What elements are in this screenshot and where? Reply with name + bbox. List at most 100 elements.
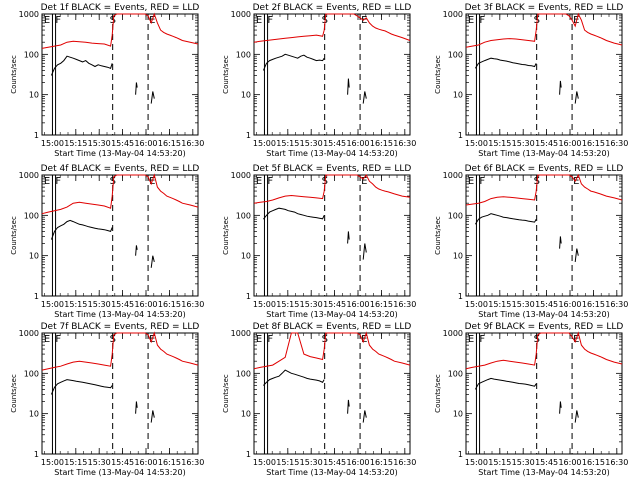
events-gap-segment — [347, 399, 350, 414]
events-gap-segment — [347, 78, 350, 95]
y-axis-label: Counts/sec — [10, 374, 18, 413]
x-tick-label: 15:45 — [323, 300, 346, 309]
events-gap-segment — [559, 401, 562, 414]
marker-label-e: E — [44, 15, 50, 26]
y-axis-label: Counts/sec — [222, 55, 230, 94]
events-gap-segment — [362, 243, 367, 260]
events-gap-segment — [150, 410, 155, 423]
marker-label-e: E — [468, 176, 474, 187]
marker-label-f: F — [55, 334, 61, 345]
x-tick-label: 15:00 — [253, 458, 276, 467]
x-tick-label: 15:00 — [253, 139, 276, 148]
series-events — [263, 369, 325, 386]
x-tick-label: 16:15 — [370, 139, 393, 148]
x-tick-label: 16:15 — [158, 458, 181, 467]
x-tick-label: 15:00 — [465, 300, 488, 309]
y-axis-label: Counts/sec — [434, 55, 442, 94]
x-tick-label: 15:30 — [300, 139, 323, 148]
marker-label-f: F — [55, 15, 61, 26]
y-tick-label: 1 — [34, 292, 39, 301]
x-tick-label: 15:15 — [276, 300, 299, 309]
y-tick-label: 1000 — [443, 171, 463, 180]
plot-frame — [41, 13, 199, 136]
y-tick-label: 1000 — [231, 171, 251, 180]
y-tick-label: 1000 — [443, 10, 463, 19]
x-tick-label: 16:00 — [346, 458, 369, 467]
x-tick-label: 16:15 — [370, 300, 393, 309]
x-axis-label: Start Time (13-May-04 14:53:20) — [478, 468, 609, 477]
x-tick-label: 15:15 — [488, 458, 511, 467]
y-tick-label: 100 — [236, 211, 251, 220]
x-tick-label: 16:15 — [370, 458, 393, 467]
events-gap-segment — [347, 231, 350, 244]
x-tick-label: 16:30 — [393, 458, 416, 467]
series-events — [474, 377, 537, 390]
panel-det-1: Det 1f BLACK = Events, RED = LLD 1 10 100 10… — [10, 3, 204, 158]
x-tick-label: 16:15 — [582, 458, 605, 467]
x-tick-label: 16:00 — [558, 300, 581, 309]
x-tick-label: 16:30 — [393, 139, 416, 148]
y-tick-label: 10 — [453, 252, 463, 261]
x-tick-label: 15:30 — [88, 458, 111, 467]
marker-label-e: E — [256, 15, 262, 26]
x-tick-label: 15:30 — [88, 139, 111, 148]
x-tick-label: 15:15 — [488, 300, 511, 309]
x-tick-label: 16:00 — [134, 458, 157, 467]
x-tick-label: 15:30 — [300, 458, 323, 467]
x-tick-label: 16:00 — [346, 300, 369, 309]
x-tick-label: 15:00 — [41, 458, 64, 467]
x-tick-label: 16:30 — [181, 458, 204, 467]
events-gap-segment — [574, 248, 579, 262]
x-axis-label: Start Time (13-May-04 14:53:20) — [54, 468, 185, 477]
y-tick-label: 10 — [29, 91, 39, 100]
x-tick-label: 15:45 — [535, 300, 558, 309]
panel-title: Det 3f BLACK = Events, RED = LLD — [465, 3, 624, 13]
x-tick-label: 16:00 — [558, 139, 581, 148]
x-tick-label: 15:15 — [488, 139, 511, 148]
x-tick-label: 16:30 — [605, 300, 628, 309]
marker-label-f: F — [55, 176, 61, 187]
series-events — [474, 213, 537, 225]
y-tick-label: 1 — [458, 292, 463, 301]
y-tick-label: 1000 — [231, 10, 251, 19]
y-tick-label: 1000 — [231, 329, 251, 338]
marker-label-s: S — [110, 15, 116, 26]
marker-label-s: S — [110, 334, 116, 345]
x-tick-label: 15:30 — [512, 300, 535, 309]
x-tick-label: 15:45 — [535, 139, 558, 148]
x-tick-label: 16:15 — [582, 139, 605, 148]
events-gap-segment — [574, 91, 579, 104]
y-axis-label: Counts/sec — [222, 216, 230, 255]
y-tick-label: 1 — [246, 131, 251, 140]
x-tick-label: 16:15 — [158, 139, 181, 148]
x-tick-label: 15:00 — [41, 300, 64, 309]
series-lld — [41, 12, 199, 49]
x-tick-label: 16:30 — [605, 458, 628, 467]
panel-det-4: Det 4f BLACK = Events, RED = LLD 1 10 100 10… — [10, 164, 204, 319]
y-tick-label: 1 — [458, 131, 463, 140]
series-lld — [41, 173, 199, 215]
x-tick-label: 15:15 — [276, 139, 299, 148]
x-tick-label: 15:15 — [64, 458, 87, 467]
x-tick-label: 15:00 — [465, 458, 488, 467]
x-tick-label: 15:30 — [300, 300, 323, 309]
x-tick-label: 15:45 — [535, 458, 558, 467]
series-lld — [253, 13, 411, 43]
plot-frame — [41, 174, 199, 297]
x-tick-label: 15:30 — [88, 300, 111, 309]
y-tick-label: 1000 — [443, 329, 463, 338]
x-tick-label: 15:45 — [323, 458, 346, 467]
x-tick-label: 16:15 — [158, 300, 181, 309]
x-tick-label: 15:45 — [111, 139, 134, 148]
series-lld — [465, 331, 623, 370]
x-tick-label: 16:30 — [181, 300, 204, 309]
events-gap-segment — [362, 410, 367, 423]
x-tick-label: 15:00 — [253, 300, 276, 309]
panel-title: Det 1f BLACK = Events, RED = LLD — [41, 3, 200, 13]
series-events — [262, 53, 325, 71]
panel-det-3: Det 3f BLACK = Events, RED = LLD 1 10 100 10… — [434, 3, 628, 158]
y-tick-label: 1 — [34, 450, 39, 459]
y-tick-label: 100 — [236, 369, 251, 378]
x-tick-label: 15:45 — [111, 300, 134, 309]
